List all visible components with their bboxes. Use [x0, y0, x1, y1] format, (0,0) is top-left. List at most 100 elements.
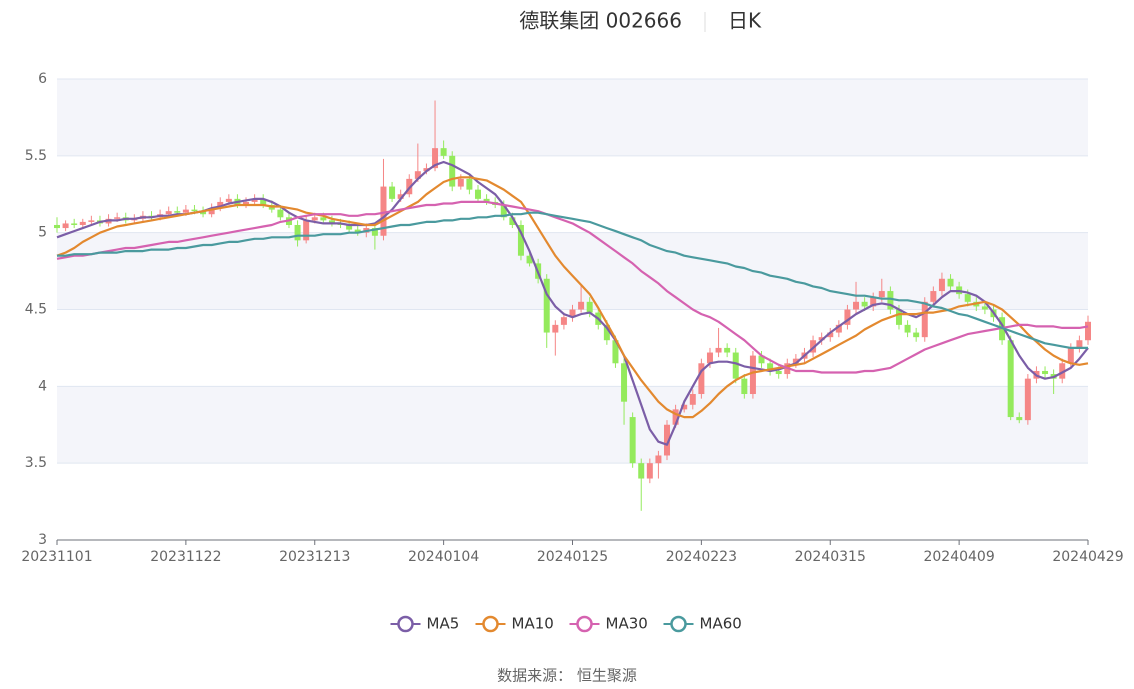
candle-body: [440, 148, 447, 156]
x-tick-label: 20231101: [21, 549, 92, 565]
y-tick-label: 3.5: [25, 455, 47, 471]
candle-body: [552, 324, 559, 333]
candle-body: [810, 340, 817, 353]
candle-body: [1007, 340, 1014, 418]
candle-body: [251, 198, 258, 202]
candle-body: [1024, 378, 1031, 421]
candle-body: [664, 424, 671, 456]
ma-line: [56, 200, 1089, 374]
candle-body: [54, 224, 60, 229]
legend-item: MA60: [663, 615, 742, 633]
candle-body: [449, 155, 456, 187]
candles: [54, 100, 1091, 511]
candle-body: [621, 363, 628, 402]
candle-body: [921, 301, 928, 338]
legend-label: MA5: [427, 615, 460, 633]
candle-body: [981, 306, 988, 310]
y-tick-label: 5: [38, 225, 47, 241]
legend-label: MA60: [700, 615, 742, 633]
candle-body: [397, 194, 404, 199]
x-tick-label: 20231122: [150, 549, 221, 565]
candle-body: [706, 352, 713, 364]
candle-body: [182, 209, 189, 213]
x-tick-label: 20231213: [279, 549, 350, 565]
candle-body: [689, 394, 696, 405]
candle-body: [758, 355, 765, 364]
candle-body: [578, 301, 585, 310]
candle-body: [517, 224, 524, 256]
candle-body: [380, 186, 387, 236]
candle-body: [311, 217, 318, 221]
candle-body: [835, 324, 842, 333]
candle-body: [603, 324, 610, 341]
candle-body: [277, 209, 284, 218]
x-tick-label: 20240409: [923, 549, 994, 565]
candle-body: [79, 221, 86, 225]
x-tick-label: 20240315: [795, 549, 866, 565]
y-tick-label: 4: [38, 378, 47, 394]
candle-body: [346, 224, 353, 230]
legend-label: MA30: [606, 615, 648, 633]
candle-body: [328, 220, 335, 224]
candle-body: [1059, 363, 1066, 379]
candle-body: [1042, 370, 1049, 375]
candle-body: [303, 220, 310, 241]
candle-body: [114, 217, 121, 219]
legend-item: MA10: [475, 615, 554, 633]
candle-body: [767, 363, 774, 371]
legend-marker: [670, 615, 687, 633]
grid-band: [57, 232, 1088, 310]
candle-body: [1067, 347, 1074, 364]
candle-body: [775, 370, 782, 375]
candle-body: [569, 309, 576, 318]
ma-line: [57, 211, 1088, 349]
legend-marker: [576, 615, 593, 633]
candle-body: [526, 255, 533, 264]
x-tick-label: 20240429: [1052, 549, 1123, 565]
candle-body: [895, 309, 902, 325]
candle-body: [878, 291, 885, 298]
candle-body: [165, 211, 172, 215]
ma-line: [56, 160, 1089, 446]
candle-body: [818, 337, 825, 341]
candle-body: [861, 301, 868, 307]
candle-body: [62, 223, 69, 229]
candle-body: [1016, 417, 1023, 421]
grid-band: [57, 79, 1088, 156]
y-tick-label: 5.5: [25, 148, 47, 164]
candle-body: [71, 223, 78, 225]
candle-body: [1085, 321, 1091, 341]
candle-body: [715, 347, 722, 353]
candle-body: [655, 455, 662, 464]
candle-body: [930, 291, 937, 302]
candle-body: [474, 189, 481, 199]
candle-body: [612, 340, 619, 364]
candle-body: [1076, 340, 1083, 348]
legend-item: MA30: [569, 615, 648, 633]
candle-body: [681, 404, 688, 410]
candle-body: [741, 378, 748, 395]
y-tick-label: 4.5: [25, 302, 47, 318]
candle-body: [509, 217, 516, 225]
period-label: 日K: [728, 9, 762, 33]
candle-body: [543, 278, 550, 333]
candle-body: [913, 332, 920, 338]
candle-body: [432, 148, 439, 169]
candle-body: [646, 463, 653, 479]
candle-body: [853, 301, 860, 310]
source-note: 数据来源： 恒生聚源: [497, 667, 637, 685]
candle-body: [500, 205, 507, 218]
ma-line: [56, 176, 1089, 419]
candle-body: [870, 297, 877, 307]
y-tick-label: 6: [38, 71, 47, 87]
grid-band: [57, 386, 1088, 464]
candle-body: [638, 463, 645, 479]
x-tick-label: 20240125: [537, 549, 608, 565]
x-tick-label: 20240104: [408, 549, 479, 565]
candle-body: [423, 168, 430, 172]
candle-body: [724, 347, 731, 353]
candle-body: [672, 409, 679, 425]
candle-body: [483, 198, 490, 202]
candle-body: [904, 324, 911, 333]
